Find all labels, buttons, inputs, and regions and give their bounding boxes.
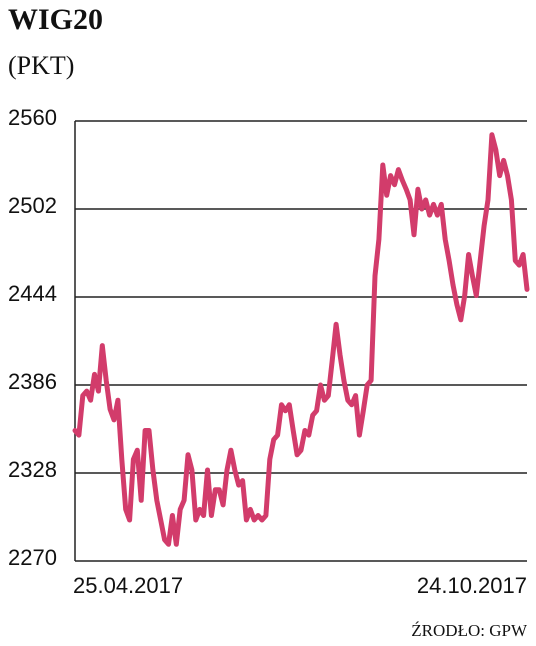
chart-subtitle: (PKT) <box>8 51 74 80</box>
y-tick-label: 2270 <box>8 545 57 570</box>
y-tick-label: 2386 <box>8 369 57 394</box>
y-tick-label: 2560 <box>8 105 57 130</box>
chart-title: WIG20 <box>8 3 103 36</box>
y-tick-label: 2502 <box>8 193 57 218</box>
y-tick-label: 2328 <box>8 457 57 482</box>
x-tick-label: 24.10.2017 <box>417 573 527 598</box>
y-tick-label: 2444 <box>8 281 57 306</box>
source-note: ŹRODŁO: GPW <box>411 621 528 640</box>
x-tick-label: 25.04.2017 <box>73 573 183 598</box>
data-line <box>72 132 530 547</box>
